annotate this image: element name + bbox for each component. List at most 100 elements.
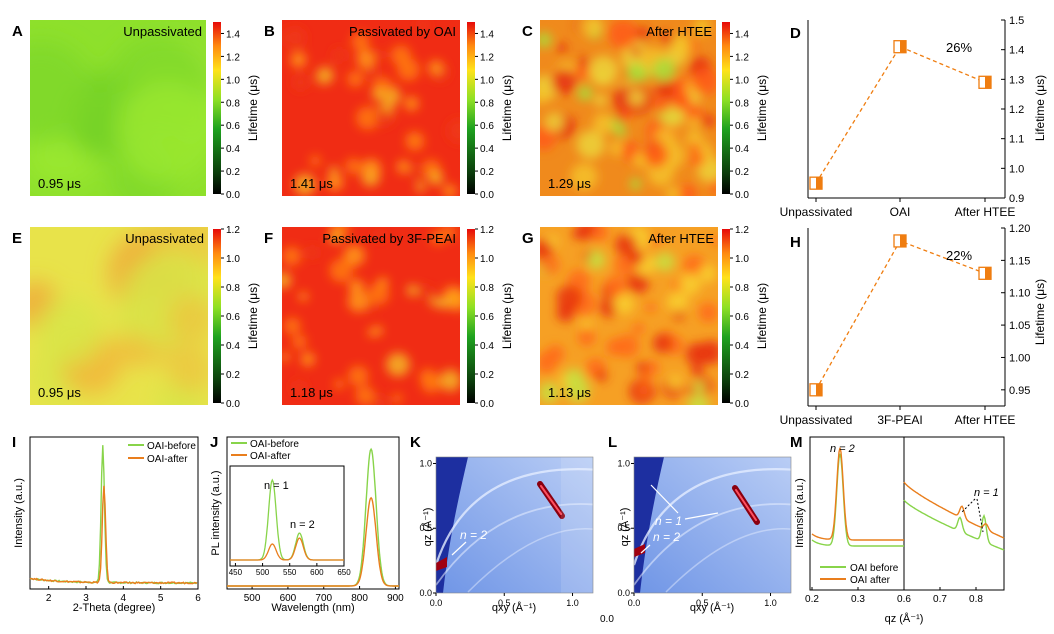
colorbar-tick-label: 1.0 <box>480 75 494 86</box>
map-blob <box>418 285 433 300</box>
colorbar-tick-label: 0.4 <box>735 144 749 155</box>
map-blob <box>540 255 560 275</box>
map-blob <box>577 85 593 101</box>
map-blob <box>300 352 315 367</box>
series-right <box>903 499 1005 551</box>
y-tick-label: 0.95 <box>1009 385 1030 397</box>
map-blob <box>294 173 316 196</box>
map-blob <box>630 46 641 58</box>
map-blob <box>306 246 319 259</box>
map-blob <box>693 20 709 36</box>
map-blob <box>638 384 651 397</box>
map-blob <box>588 55 619 86</box>
map-blob <box>608 20 638 49</box>
colorbar-tick-label: 0.6 <box>735 312 749 323</box>
series-OAI-after <box>29 485 198 585</box>
map-blob <box>644 360 660 375</box>
panel-letter: J <box>210 434 218 451</box>
map-blob <box>570 163 598 191</box>
map-blob <box>661 31 674 45</box>
x-tick-label: Unpassivated <box>780 205 853 219</box>
colorbar-tick-label: 0.8 <box>226 98 240 109</box>
colorbar <box>467 229 475 403</box>
series-OAI-after <box>227 496 399 587</box>
colorbar-label: Lifetime (μs) <box>755 75 769 141</box>
inset-frame <box>229 465 345 567</box>
map-blob <box>329 258 353 283</box>
map-blob <box>643 142 669 168</box>
map-blob <box>652 333 673 354</box>
inset-x-tick-label: 600 <box>310 568 324 577</box>
colorbar-label: Lifetime (μs) <box>500 283 514 349</box>
map-blob <box>428 60 444 76</box>
map-value-label: 0.95 μs <box>38 176 81 191</box>
map-blob <box>348 279 365 295</box>
panel-letter: H <box>790 234 801 251</box>
colorbar-label: Lifetime (μs) <box>500 75 514 141</box>
x-tick-label: 1.0 <box>764 598 777 608</box>
map-value-label: 0.95 μs <box>38 385 81 400</box>
map-blob <box>586 251 606 270</box>
map-blob <box>673 39 691 57</box>
panel-letter: A <box>12 23 23 40</box>
x-tick-label: 0.5 <box>498 598 511 608</box>
x-tick-label: After HTEE <box>955 205 1016 219</box>
map-blob <box>616 334 640 358</box>
map-blob <box>366 302 377 312</box>
giwaxs-image <box>436 457 593 593</box>
map-blob <box>689 142 701 154</box>
marker-fill <box>900 234 906 247</box>
map-blob <box>410 164 425 179</box>
map-title: Passivated by 3F-PEAI <box>322 231 456 246</box>
colorbar-tick-label: 1.2 <box>735 225 749 236</box>
map-blob <box>367 283 390 305</box>
map-texture <box>540 20 716 196</box>
colorbar-tick-label: 1.0 <box>735 75 749 86</box>
panel-k: K 0.0 0.5 1.0 0.0 0.5 1.0 n = 2 qz (Å⁻¹) qxy … <box>410 434 594 614</box>
y-tick-label: 1.0 <box>617 458 630 468</box>
legend-label: OAI after <box>850 575 891 586</box>
map-blob <box>672 79 686 93</box>
colorbar-tick-label: 0.2 <box>735 370 749 381</box>
annotation-arrow <box>451 541 467 556</box>
map-blob <box>290 51 307 68</box>
map-blob <box>282 272 292 289</box>
marker-fill <box>985 76 991 89</box>
colorbar-tick-label: 0.8 <box>226 283 240 294</box>
map-blob <box>688 116 701 129</box>
map-blob <box>356 49 376 69</box>
x-axis-label: qxy (Å⁻¹) <box>492 601 536 614</box>
map-blob <box>574 64 590 80</box>
colorbar-tick-label: 0.4 <box>480 144 494 155</box>
colorbar-label: Lifetime (μs) <box>246 75 260 141</box>
map-blob <box>576 130 605 159</box>
map-blob <box>347 365 369 387</box>
series-left <box>811 453 904 547</box>
map-blob <box>406 284 419 297</box>
inset-x-tick-label: 650 <box>337 568 351 577</box>
map-blob <box>356 106 380 130</box>
colorbar-tick-label: 0.4 <box>226 341 240 352</box>
map-blob <box>168 294 208 343</box>
colorbar-tick-label: 0.4 <box>226 144 240 155</box>
data-point <box>809 176 823 190</box>
colorbar-tick-label: 0.6 <box>735 121 749 132</box>
map-blob <box>614 233 638 256</box>
y-axis-label: Lifetime (μs) <box>1033 75 1047 141</box>
map-blob <box>577 328 596 347</box>
colorbar-tick-label: 1.0 <box>735 254 749 265</box>
map-blob <box>667 374 683 390</box>
map-blob <box>687 393 710 405</box>
map-blob <box>688 151 705 167</box>
colorbar-tick-label: 1.0 <box>226 75 240 86</box>
panel-letter: M <box>790 434 803 451</box>
map-blob <box>309 155 321 167</box>
map-blob <box>421 373 441 394</box>
colorbar-tick-label: 0.2 <box>735 167 749 178</box>
colorbar-tick-label: 0.6 <box>226 121 240 132</box>
map-blob <box>636 361 649 374</box>
y-tick-label: 1.00 <box>1009 352 1030 364</box>
map-title: Unpassivated <box>125 231 204 246</box>
map-blob <box>698 302 718 323</box>
annotation-n1: n = 1 <box>655 514 682 528</box>
